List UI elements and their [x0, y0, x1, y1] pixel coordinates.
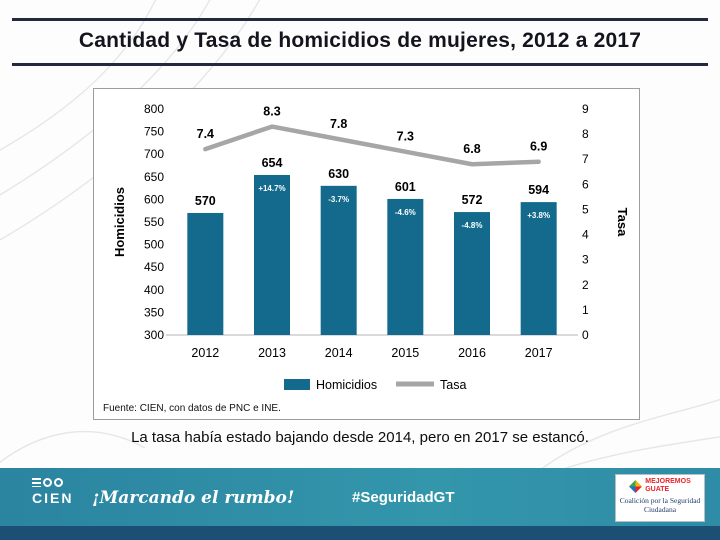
svg-text:Tasa: Tasa	[440, 378, 466, 392]
footer-strip	[0, 526, 720, 540]
svg-text:7.8: 7.8	[330, 117, 347, 131]
svg-text:2015: 2015	[391, 346, 419, 360]
svg-text:601: 601	[395, 180, 416, 194]
cien-logo-text: CIEN	[32, 490, 74, 506]
cien-logo: CIEN	[32, 476, 73, 506]
title-rule-bottom	[12, 63, 708, 66]
footer: CIEN ¡Marcando el rumbo! #SeguridadGT ME…	[0, 468, 720, 526]
coalicion-text: Coalición por la Seguridad Ciudadana	[619, 496, 701, 515]
mejoremos-guate-diamond-icon	[629, 479, 643, 493]
svg-text:9: 9	[582, 102, 589, 116]
svg-text:6.9: 6.9	[530, 140, 547, 154]
svg-text:2: 2	[582, 278, 589, 292]
svg-text:350: 350	[144, 305, 164, 319]
chart-source: Fuente: CIEN, con datos de PNC e INE.	[103, 403, 281, 414]
svg-text:+14.7%: +14.7%	[258, 184, 285, 193]
footer-hashtag: #SeguridadGT	[352, 489, 455, 506]
svg-text:2016: 2016	[458, 346, 486, 360]
svg-text:Homicidios: Homicidios	[112, 187, 127, 257]
svg-text:500: 500	[144, 238, 164, 252]
svg-text:Tasa: Tasa	[615, 208, 630, 237]
svg-text:600: 600	[144, 192, 164, 206]
svg-text:-4.6%: -4.6%	[395, 208, 416, 217]
svg-text:800: 800	[144, 102, 164, 116]
mejoremos-guate-logo: MEJOREMOS GUATE	[619, 478, 701, 494]
svg-text:8: 8	[582, 127, 589, 141]
svg-text:3: 3	[582, 253, 589, 267]
svg-text:Homicidios: Homicidios	[316, 378, 377, 392]
svg-text:6: 6	[582, 177, 589, 191]
chart: 300 350 400 450 500 550 600 650 700 750 800 0 1 2 3 4 5 6…	[93, 88, 640, 420]
svg-text:2017: 2017	[525, 346, 553, 360]
svg-text:4: 4	[582, 228, 589, 242]
svg-text:2012: 2012	[191, 346, 219, 360]
svg-text:550: 550	[144, 215, 164, 229]
chart-caption: La tasa había estado bajando desde 2014,…	[131, 429, 589, 446]
svg-text:630: 630	[328, 167, 349, 181]
mejoremos-guate-badge: MEJOREMOS GUATE Coalición por la Segurida…	[615, 474, 705, 522]
footer-tagline: ¡Marcando el rumbo!	[92, 488, 295, 508]
svg-text:1: 1	[582, 303, 589, 317]
title-rule-top	[12, 18, 708, 21]
svg-text:7.3: 7.3	[397, 130, 414, 144]
svg-text:-3.7%: -3.7%	[328, 195, 349, 204]
svg-text:7: 7	[582, 152, 589, 166]
svg-text:2013: 2013	[258, 346, 286, 360]
svg-text:8.3: 8.3	[263, 105, 280, 119]
svg-text:-4.8%: -4.8%	[462, 221, 483, 230]
svg-text:572: 572	[462, 193, 483, 207]
svg-text:6.8: 6.8	[463, 142, 480, 156]
svg-text:594: 594	[528, 183, 549, 197]
svg-text:570: 570	[195, 194, 216, 208]
svg-text:400: 400	[144, 283, 164, 297]
svg-text:+3.8%: +3.8%	[527, 211, 550, 220]
svg-text:750: 750	[144, 125, 164, 139]
svg-text:300: 300	[144, 328, 164, 342]
svg-text:7.4: 7.4	[197, 127, 214, 141]
chart-svg: 300 350 400 450 500 550 600 650 700 750 800 0 1 2 3 4 5 6…	[112, 102, 630, 392]
svg-text:2014: 2014	[325, 346, 353, 360]
svg-text:5: 5	[582, 202, 589, 216]
mejoremos-guate-text: MEJOREMOS GUATE	[645, 478, 691, 494]
svg-text:654: 654	[262, 156, 283, 170]
svg-text:650: 650	[144, 170, 164, 184]
svg-text:0: 0	[582, 328, 589, 342]
slide-title: Cantidad y Tasa de homicidios de mujeres…	[78, 29, 642, 52]
cien-logo-icon	[32, 476, 73, 488]
svg-text:700: 700	[144, 147, 164, 161]
svg-text:450: 450	[144, 260, 164, 274]
